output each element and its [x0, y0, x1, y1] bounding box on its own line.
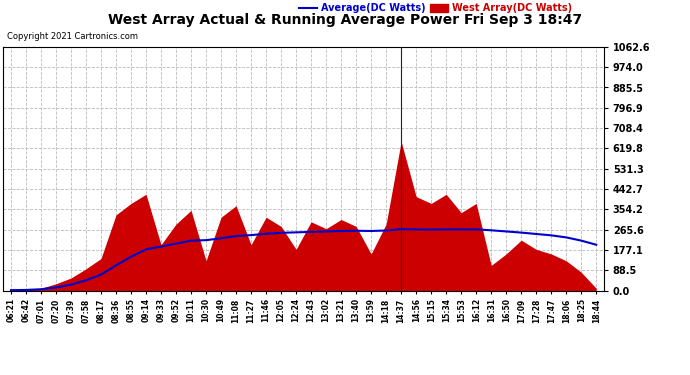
Text: Copyright 2021 Cartronics.com: Copyright 2021 Cartronics.com	[7, 32, 138, 41]
Text: West Array Actual & Running Average Power Fri Sep 3 18:47: West Array Actual & Running Average Powe…	[108, 13, 582, 27]
Legend: Average(DC Watts), West Array(DC Watts): Average(DC Watts), West Array(DC Watts)	[295, 0, 575, 17]
